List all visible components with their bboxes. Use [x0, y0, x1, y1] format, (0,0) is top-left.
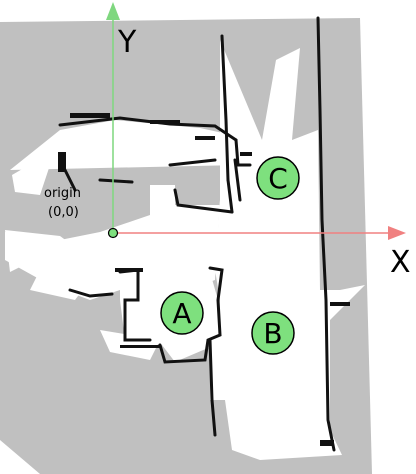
origin-coords: (0,0) [48, 205, 79, 220]
y-axis [106, 2, 120, 233]
y-axis-label: Y [117, 25, 137, 60]
waypoint-b[interactable]: B [251, 311, 295, 355]
waypoint-a[interactable]: A [160, 291, 204, 335]
x-axis-label: X [390, 245, 411, 280]
waypoint-c[interactable]: C [256, 156, 300, 200]
waypoint-a-marker [160, 291, 204, 335]
waypoint-a-label: A [172, 297, 191, 330]
waypoint-c-marker [256, 156, 300, 200]
waypoint-b-label: B [263, 317, 282, 350]
origin-marker [107, 227, 119, 239]
waypoint-b-marker [251, 311, 295, 355]
origin-label: origin [44, 186, 81, 201]
obstacle-speckles [58, 113, 350, 446]
waypoint-c-label: C [268, 162, 288, 195]
x-axis [113, 226, 406, 240]
